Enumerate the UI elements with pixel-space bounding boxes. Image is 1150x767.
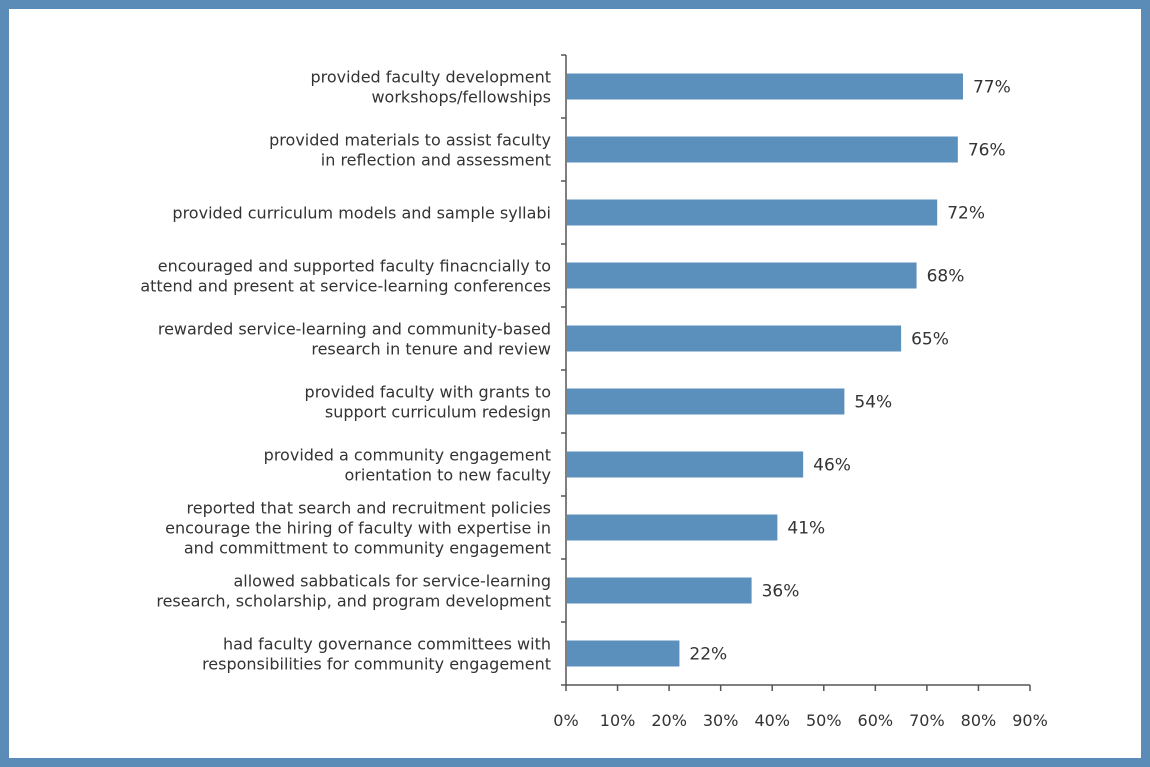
category-label-line: provided curriculum models and sample sy…: [172, 204, 551, 223]
bar: [567, 640, 680, 667]
bar: [567, 73, 963, 100]
category-label: provided a community engagement orientati…: [264, 446, 551, 485]
category-label-line: provided a community engagement: [264, 446, 551, 465]
category-label: provided faculty development workshops/fe…: [310, 68, 551, 107]
category-label-line: provided materials to assist faculty: [269, 131, 551, 150]
value-label: 72%: [947, 204, 985, 224]
category-label: had faculty governance committees with re…: [202, 635, 551, 674]
category-label-line: in reflection and assessment: [321, 151, 551, 170]
category-label: provided faculty with grants to support c…: [305, 383, 551, 422]
category-label-line: support curriculum redesign: [325, 403, 551, 422]
category-label-line: workshops/fellowships: [371, 88, 551, 107]
category-label: provided materials to assist faculty in r…: [269, 131, 551, 170]
category-label-line: rewarded service-learning and community-…: [158, 320, 551, 339]
value-label: 68%: [927, 267, 965, 287]
value-label: 76%: [968, 141, 1006, 161]
category-label-line: research in tenure and review: [311, 340, 551, 359]
bar: [567, 514, 778, 541]
bar: [567, 577, 752, 604]
bar: [567, 325, 902, 352]
category-label-line: had faculty governance committees with: [223, 635, 551, 654]
category-label-line: responsibilities for community engagemen…: [202, 655, 551, 674]
category-label-line: research, scholarship, and program devel…: [156, 592, 551, 611]
category-label: rewarded service-learning and community-…: [158, 320, 551, 359]
bar: [567, 136, 958, 163]
category-label-line: attend and present at service-learning c…: [140, 277, 551, 296]
category-label-line: encourage the hiring of faculty with exp…: [165, 519, 551, 538]
category-label: reported that search and recruitment pol…: [165, 499, 551, 558]
category-label: allowed sabbaticals for service-learning…: [156, 572, 551, 611]
x-tick-label: 90%: [1012, 711, 1048, 730]
category-label-line: reported that search and recruitment pol…: [187, 499, 551, 518]
x-tick-label: 10%: [600, 711, 636, 730]
category-label-line: encouraged and supported faculty finacnc…: [158, 257, 551, 276]
value-label: 36%: [762, 582, 800, 602]
category-label: encouraged and supported faculty finacnc…: [140, 257, 551, 296]
value-label: 65%: [911, 330, 949, 350]
value-label: 46%: [813, 456, 851, 476]
category-label-line: allowed sabbaticals for service-learning: [233, 572, 551, 591]
value-label: 41%: [787, 519, 825, 539]
bar: [567, 388, 845, 415]
value-label: 22%: [689, 645, 727, 665]
x-tick-label: 60%: [858, 711, 894, 730]
x-tick-label: 0%: [553, 711, 578, 730]
x-tick-label: 40%: [754, 711, 790, 730]
category-label: provided curriculum models and sample sy…: [172, 204, 551, 223]
bar: [567, 262, 917, 289]
x-tick-label: 80%: [961, 711, 997, 730]
category-label-line: orientation to new faculty: [345, 466, 551, 485]
x-tick-label: 20%: [651, 711, 687, 730]
bar: [567, 451, 804, 478]
category-label-line: provided faculty with grants to: [305, 383, 551, 402]
category-label-line: and committment to community engagement: [184, 539, 551, 558]
value-label: 77%: [973, 78, 1011, 98]
x-tick-label: 50%: [806, 711, 842, 730]
x-tick-label: 30%: [703, 711, 739, 730]
value-label: 54%: [854, 393, 892, 413]
x-tick-label: 70%: [909, 711, 945, 730]
category-label-line: provided faculty development: [310, 68, 551, 87]
bar: [567, 199, 938, 226]
